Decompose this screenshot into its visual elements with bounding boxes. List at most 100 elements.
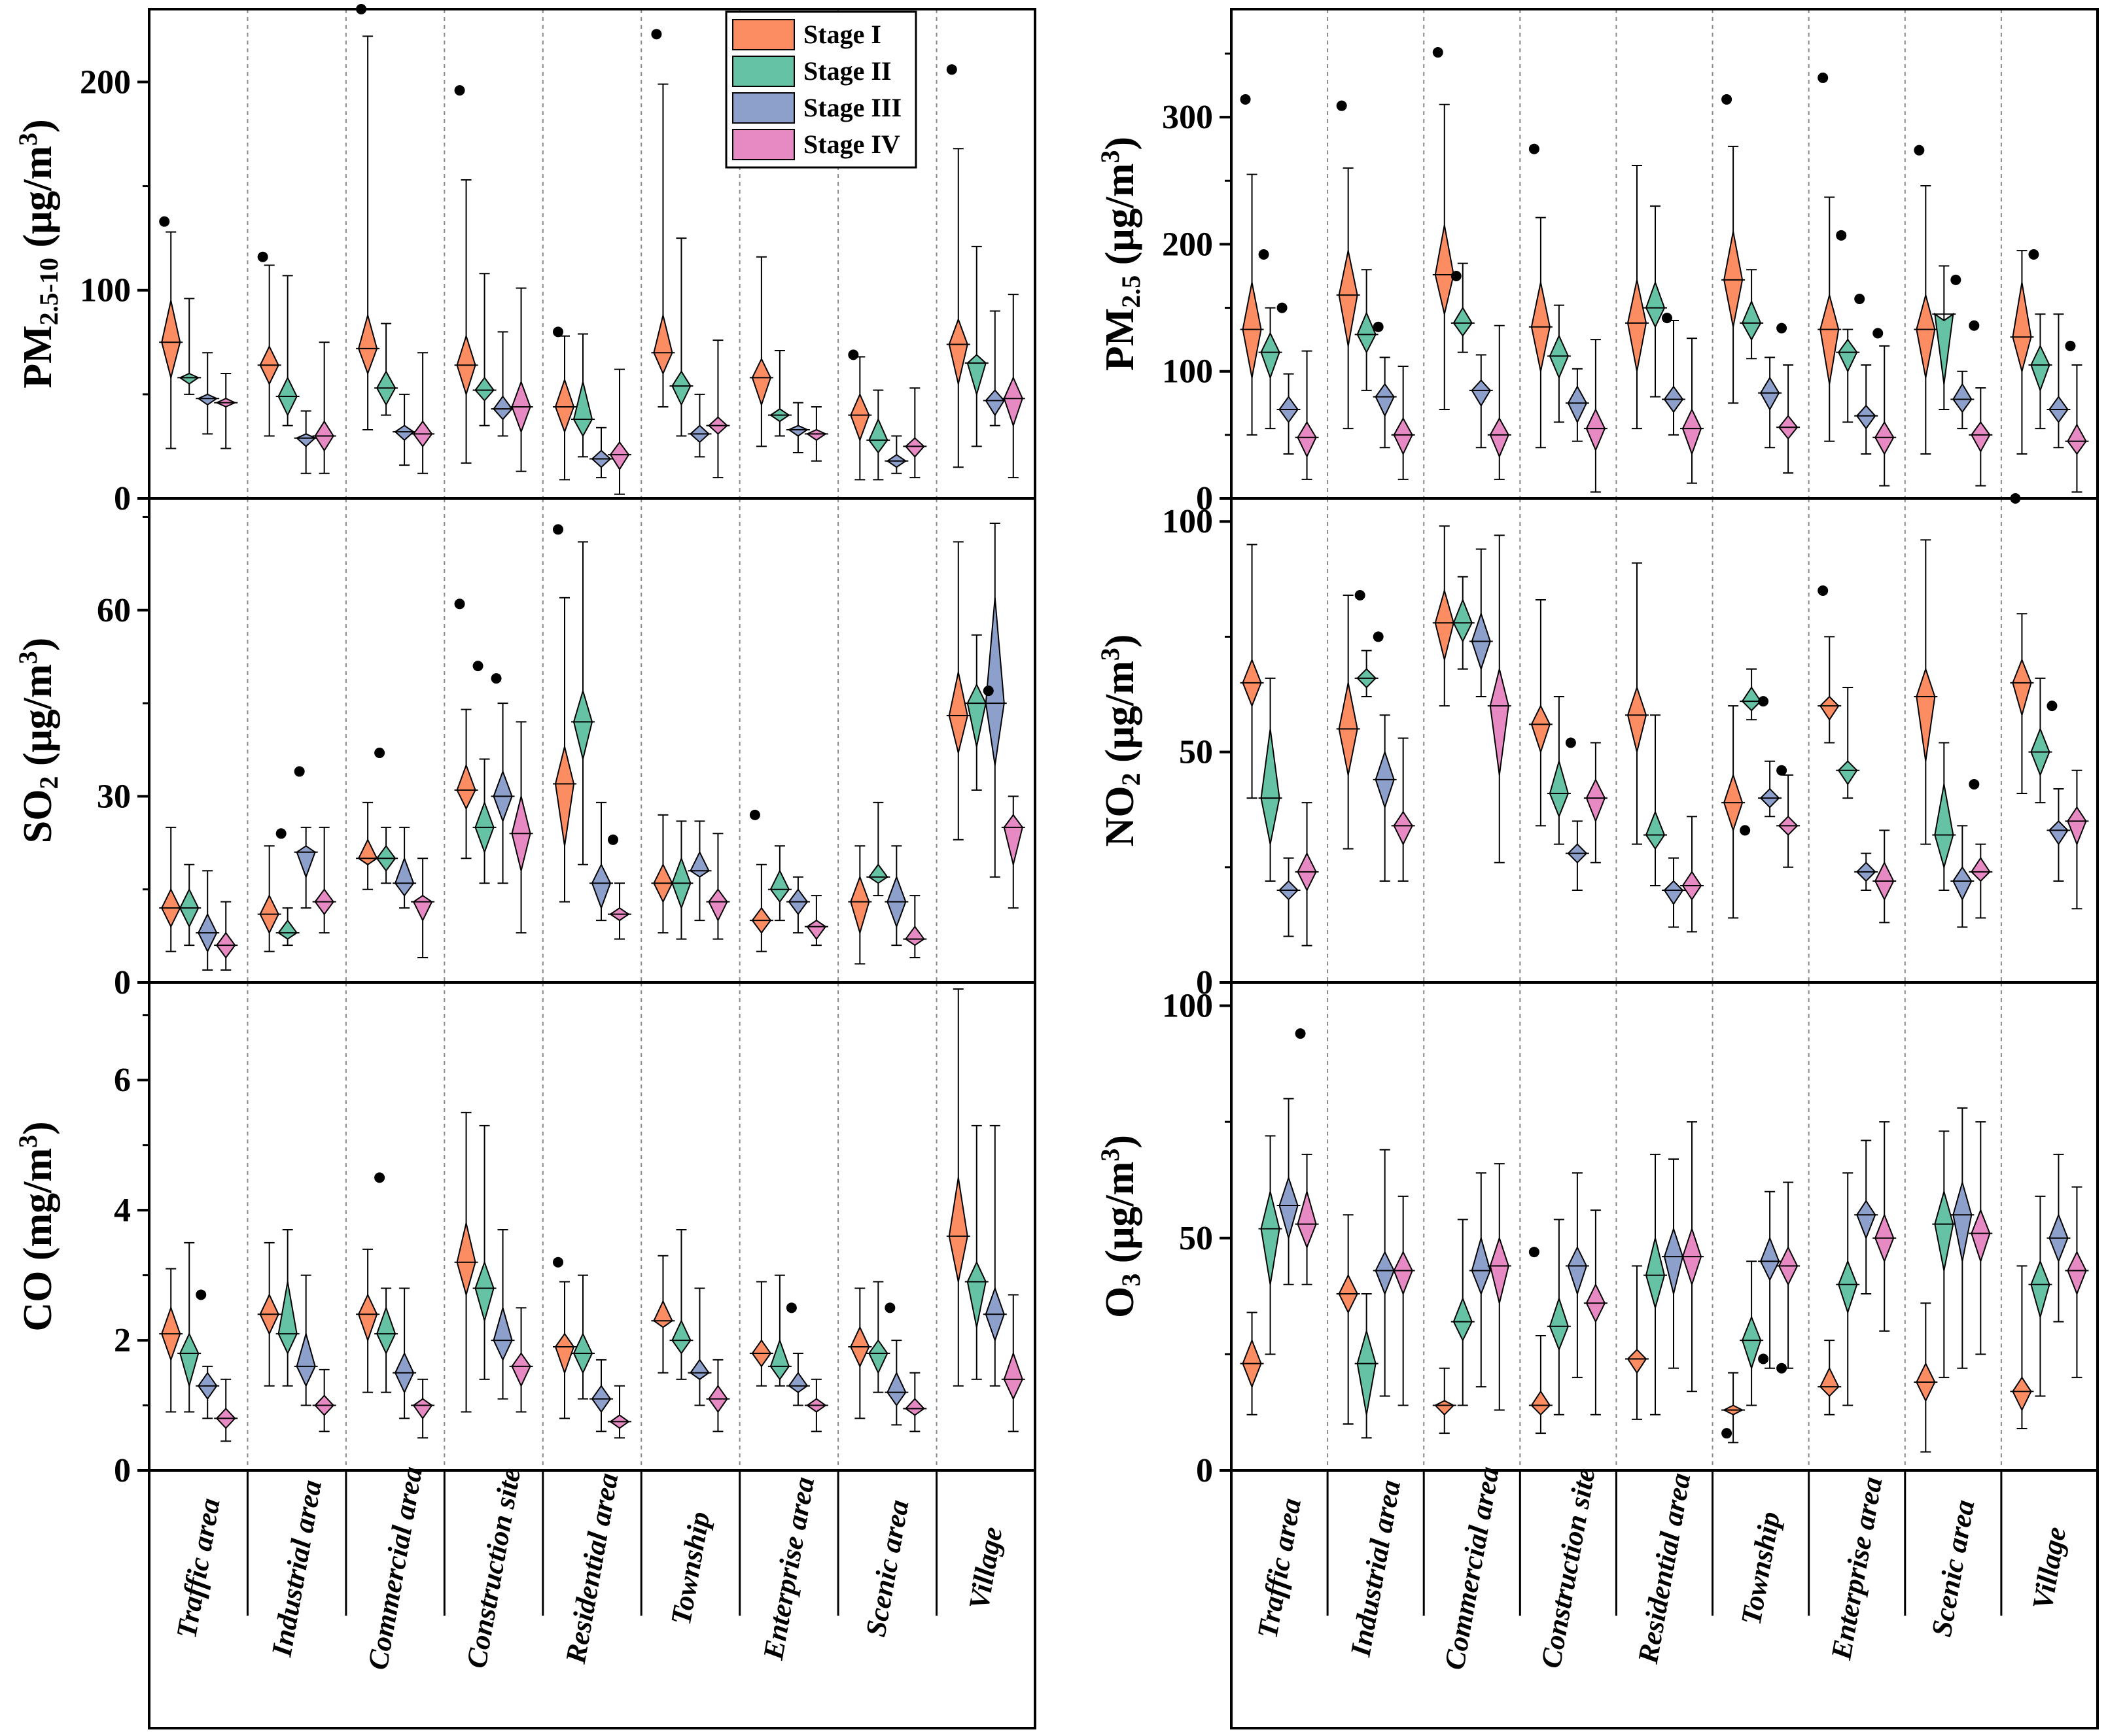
violin-scenic-area-stage-2 [866, 389, 890, 481]
stage-diamond [1452, 306, 1473, 338]
violin-scenic-area-stage-3 [1950, 1107, 1975, 1369]
y-tick-label: 0 [1196, 480, 1213, 517]
stage-diamond [1489, 668, 1509, 775]
violin-township-stage-3 [688, 1287, 712, 1406]
outlier-point [491, 673, 502, 684]
outlier-point [1528, 1247, 1539, 1258]
violin-industrial-area-stage-3 [1373, 1149, 1397, 1397]
y-axis-label-part: 3 [1095, 150, 1125, 164]
violin-township-stage-3 [688, 820, 712, 922]
violin-enterprise-area-stage-3 [1854, 852, 1878, 892]
panel-so2: 0 30 60 SO2 (μg/m3) [13, 497, 1036, 1001]
stage-diamond [868, 1339, 888, 1375]
stage-diamond [1297, 421, 1317, 459]
stage-diamond [1530, 1390, 1551, 1416]
outlier-point [553, 524, 563, 535]
stage-diamond [179, 1332, 200, 1389]
stage-diamond [1742, 1315, 1762, 1370]
violin-commercial-area-stage-4 [1487, 324, 1511, 480]
violin-commercial-area-stage-2 [1450, 262, 1475, 353]
violin-residential-area-stage-3 [1662, 313, 1685, 436]
stage-diamond [1838, 338, 1858, 373]
violin-construction-site-stage-2 [1547, 696, 1571, 845]
violin-construction-site-stage-1 [1528, 599, 1553, 827]
outlier-point [749, 809, 760, 820]
y-axis-label-part: 2 [1116, 773, 1146, 786]
stage-diamond [1530, 704, 1551, 754]
violin-scenic-area-stage-3 [885, 1302, 909, 1426]
violin-residential-area-stage-1 [553, 326, 576, 481]
violin-traffic-area-stage-4 [214, 901, 238, 971]
violin-enterprise-area-stage-1 [1818, 585, 1842, 744]
y-axis-label: O3 (μg/m3) [1095, 1135, 1146, 1318]
category-label: Residential area [1632, 1470, 1697, 1667]
y-axis-label-part: (μg/m [16, 146, 60, 258]
stage-diamond [277, 1281, 298, 1355]
violin-enterprise-area-stage-2 [767, 350, 792, 437]
violin-construction-site-stage-3 [491, 673, 515, 884]
violin-township-stage-1 [651, 814, 675, 934]
stage-diamond [1434, 588, 1454, 660]
violin-commercial-area-stage-1 [356, 1248, 380, 1393]
outlier-point [1336, 100, 1347, 111]
outlier-point [1950, 274, 1961, 285]
violin-industrial-area-stage-1 [257, 251, 281, 437]
violin-township-stage-4 [1776, 322, 1801, 474]
category-label: Scenic area [1925, 1497, 1981, 1639]
outlier-point [257, 251, 268, 262]
violin-industrial-area-stage-2 [1354, 1293, 1379, 1439]
violin-enterprise-area-stage-3 [786, 402, 810, 453]
violin-construction-site-stage-4 [509, 287, 533, 472]
outlier-point [553, 326, 563, 338]
stage-diamond [948, 317, 968, 385]
violin-commercial-area-stage-4 [1487, 1163, 1511, 1411]
legend-label: Stage IV [803, 130, 900, 159]
violin-enterprise-area-stage-3 [786, 1302, 810, 1406]
stage-diamond [1003, 814, 1023, 865]
y-axis-label-part: 3 [1095, 1149, 1125, 1162]
violin-township-stage-2 [669, 237, 694, 437]
category-frame [148, 1469, 1036, 1729]
violin-township-stage-1 [651, 1255, 675, 1374]
violin-traffic-area-stage-3 [196, 352, 220, 435]
violin-traffic-area-stage-4 [214, 373, 238, 449]
violin-commercial-area-stage-4 [411, 352, 435, 474]
violin-residential-area-stage-4 [608, 834, 631, 940]
outlier-point [1969, 320, 1980, 331]
category-label: Construction site [1535, 1466, 1602, 1671]
violin-scenic-area-stage-2 [866, 1281, 890, 1393]
legend-label: Stage I [803, 20, 881, 49]
violin-village-stage-4 [1001, 1294, 1025, 1432]
outlier-point [946, 64, 957, 75]
violin-industrial-area-stage-3 [294, 1274, 318, 1406]
stage-diamond [2030, 344, 2050, 392]
violin-commercial-area-stage-4 [411, 858, 435, 959]
stage-diamond [2067, 1250, 2087, 1296]
violin-traffic-area-stage-3 [1276, 857, 1301, 937]
violin-commercial-area-stage-3 [1469, 354, 1493, 449]
violin-village-stage-1 [2010, 1265, 2034, 1430]
stage-diamond [493, 395, 513, 421]
violin-township-stage-4 [706, 339, 730, 479]
violin-residential-area-stage-1 [553, 1257, 576, 1419]
y-tick-label: 0 [114, 964, 131, 1001]
violin-township-stage-1 [1721, 94, 1746, 404]
violin-construction-site-stage-2 [472, 273, 497, 426]
y-axis-label-part: 2 [34, 776, 63, 790]
y-axis-label-part: ) [1098, 634, 1142, 648]
violin-village-stage-4 [2065, 769, 2089, 910]
violin-village-stage-3 [983, 522, 1007, 878]
stage-diamond [1663, 880, 1684, 906]
stage-diamond [1645, 280, 1666, 329]
stage-diamond [805, 428, 827, 442]
stage-diamond [1838, 1259, 1858, 1315]
outlier-point [1450, 271, 1462, 281]
violin-construction-site-stage-2 [1547, 1219, 1571, 1415]
violin-industrial-area-stage-3 [1373, 321, 1397, 449]
y-axis-label-part: NO [1098, 786, 1142, 846]
outlier-point [1721, 1428, 1732, 1439]
violin-scenic-area-stage-4 [903, 1372, 927, 1432]
stage-diamond [1626, 279, 1647, 372]
violin-commercial-area-stage-2 [374, 747, 398, 884]
